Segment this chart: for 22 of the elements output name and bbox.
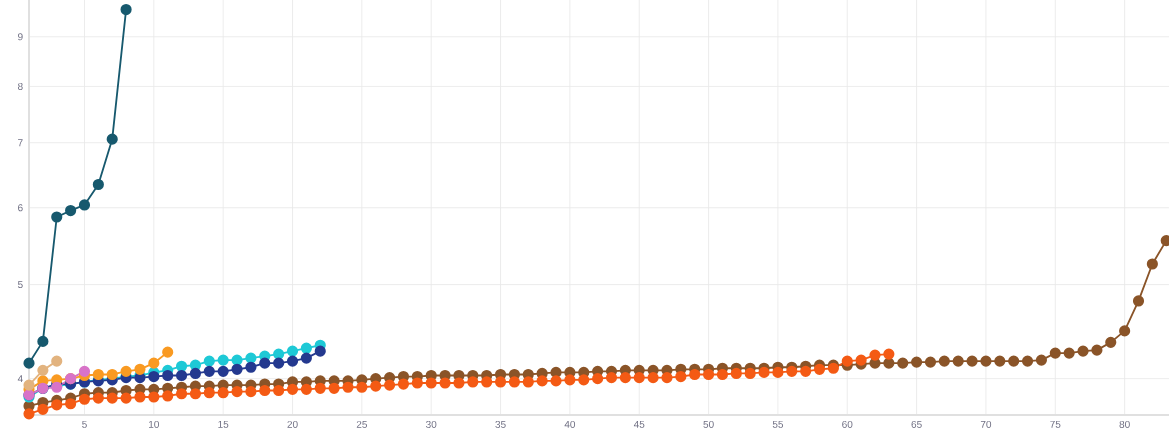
x-tick-label: 10 [149, 420, 159, 428]
x-tick-label: 60 [842, 420, 853, 428]
x-tick-label: 50 [703, 420, 714, 428]
x-tick-label: 35 [495, 420, 506, 428]
x-tick-label: 80 [1119, 420, 1130, 428]
y-tick-label: 6 [18, 204, 23, 212]
x-tick-label: 45 [633, 420, 645, 428]
x-tick-label: 70 [980, 420, 992, 428]
y-tick-label: 8 [18, 82, 23, 90]
x-tick-label: 40 [564, 420, 576, 428]
y-tick-label: 7 [18, 139, 23, 147]
y-tick-label: 5 [17, 281, 23, 289]
x-tick-label: 65 [911, 420, 922, 428]
x-tick-label: 20 [287, 420, 298, 428]
y-tick-label: 9 [18, 33, 23, 41]
x-tick-label: 15 [218, 420, 229, 428]
x-tick-label: 75 [1050, 420, 1061, 428]
y-tick-label: 4 [17, 375, 23, 383]
x-tick-label: 55 [772, 420, 784, 428]
x-tick-label: 25 [356, 420, 367, 428]
x-tick-label: 30 [426, 420, 437, 428]
x-tick-label: 5 [82, 420, 87, 428]
